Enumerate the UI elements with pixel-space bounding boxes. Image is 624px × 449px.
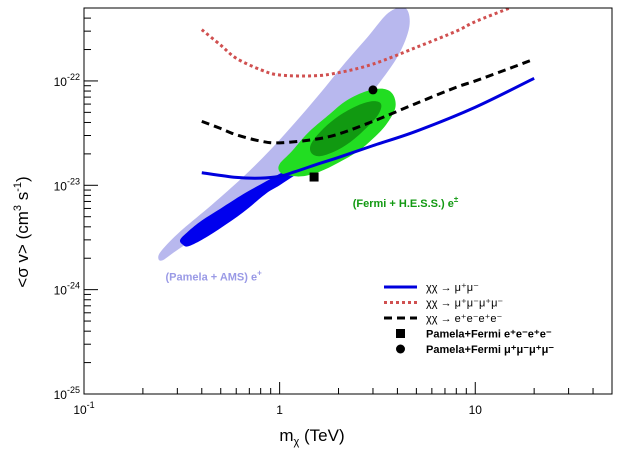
y-axis-title: <σ v> (cm3 s-1) xyxy=(12,176,32,287)
x-tick-label-2: 10 xyxy=(469,403,483,417)
series-line-2 xyxy=(201,57,535,145)
model-curves xyxy=(200,8,535,180)
legend-swatch-4 xyxy=(396,344,405,354)
legend: χχ → μ⁺μ⁻ χχ → μ⁺μ⁻μ⁺μ⁻ χχ → e⁺e⁻e⁺e⁻ Pamel… xyxy=(384,282,554,356)
region-labels: (Pamela + AMS) e+ (Fermi + H.E.S.S.) e± xyxy=(166,195,459,284)
legend-label-4: Pamela+Fermi μ⁺μ⁻μ⁺μ⁻ xyxy=(426,344,554,356)
region-label-2: (Fermi + H.E.S.S.) e± xyxy=(353,195,459,210)
region-pamela-ams-e-0 xyxy=(158,8,410,261)
shaded-regions xyxy=(158,8,410,261)
legend-label-3: Pamela+Fermi e⁺e⁻e⁺e⁻ xyxy=(426,329,552,341)
region-label-0: (Pamela + AMS) e+ xyxy=(166,269,263,284)
series-line-1 xyxy=(200,8,511,78)
data-points xyxy=(309,85,378,182)
y-tick-label-1: 10-24 xyxy=(54,281,80,298)
point-circle-1 xyxy=(368,85,378,95)
y-tick-label-3: 10-22 xyxy=(54,72,80,89)
y-tick-label-0: 10-25 xyxy=(54,385,80,402)
region-fermi-h-e-s-s-core-3 xyxy=(309,101,382,157)
series-line-0 xyxy=(201,76,535,180)
y-tick-label-2: 10-23 xyxy=(54,176,80,193)
legend-swatch-3 xyxy=(396,329,405,338)
legend-label-1: χχ → μ⁺μ⁻μ⁺μ⁻ xyxy=(426,298,503,310)
x-axis-title: mχ (TeV) xyxy=(279,426,344,448)
x-tick-label-1: 1 xyxy=(276,403,283,417)
legend-label-0: χχ → μ⁺μ⁻ xyxy=(426,282,479,294)
legend-label-2: χχ → e⁺e⁻e⁺e⁻ xyxy=(426,313,503,325)
axis-ticks: 10-1 1 10 10-25 10-24 10-23 10-22 xyxy=(54,17,613,417)
point-square-0 xyxy=(309,172,319,182)
x-tick-label-0: 10-1 xyxy=(73,400,94,417)
region-pamela-ams-core-1 xyxy=(179,168,302,247)
